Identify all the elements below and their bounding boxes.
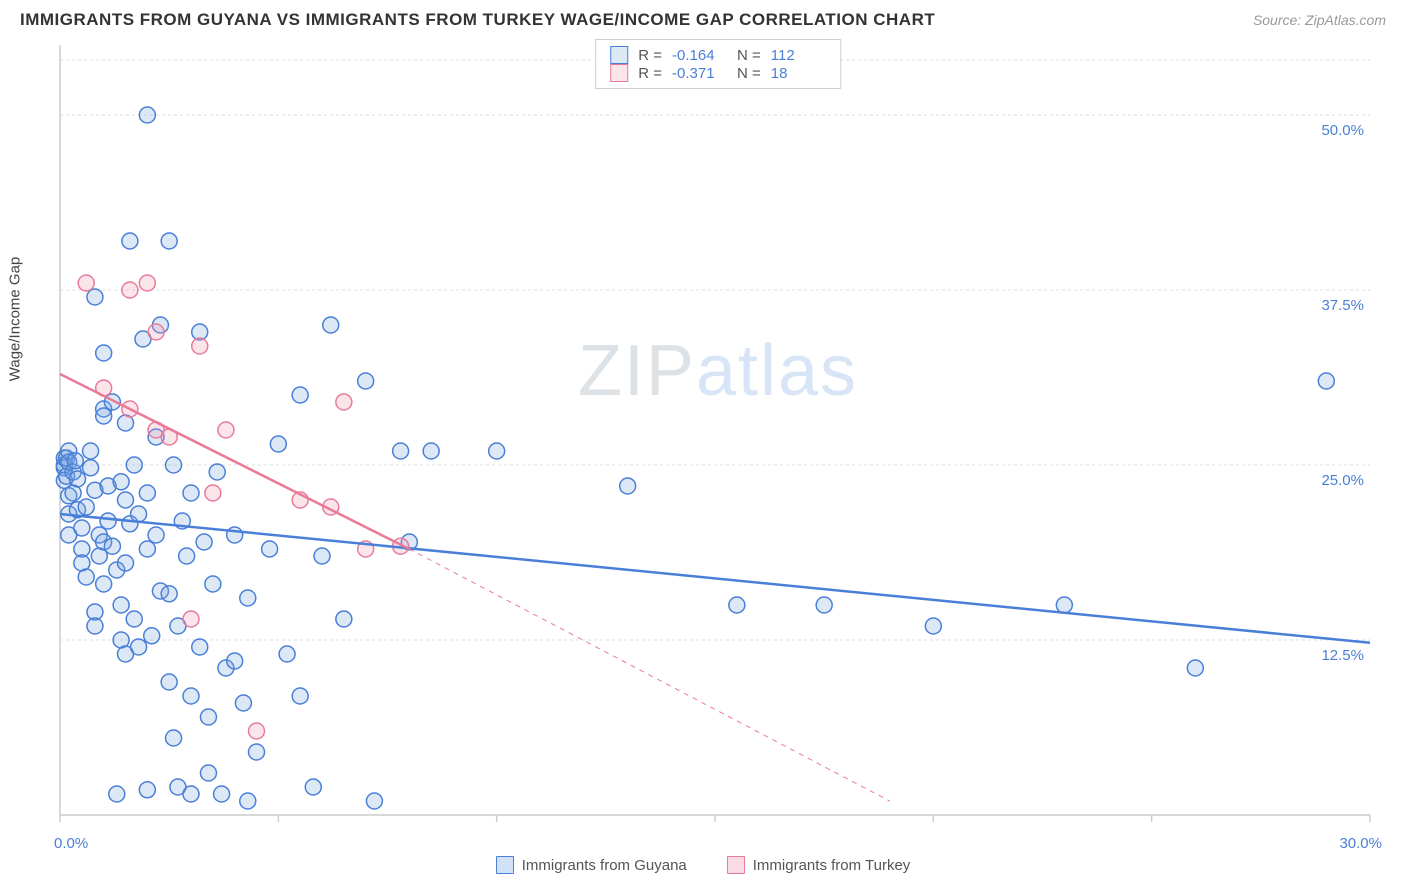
series-legend: Immigrants from Guyana Immigrants from Tu… — [0, 856, 1406, 874]
legend-swatch-icon — [727, 856, 745, 874]
legend-item: Immigrants from Guyana — [496, 856, 687, 874]
legend-item: Immigrants from Turkey — [727, 856, 911, 874]
svg-text:25.0%: 25.0% — [1321, 472, 1364, 489]
svg-text:50.0%: 50.0% — [1321, 122, 1364, 139]
source-label: Source: ZipAtlas.com — [1253, 12, 1386, 28]
x-max-label: 30.0% — [1339, 835, 1382, 852]
svg-text:37.5%: 37.5% — [1321, 297, 1364, 314]
svg-text:12.5%: 12.5% — [1321, 647, 1364, 664]
chart-header: IMMIGRANTS FROM GUYANA VS IMMIGRANTS FRO… — [0, 0, 1406, 35]
correlation-legend: R =-0.164N =112R =-0.371N =18 — [595, 39, 841, 89]
legend-label: Immigrants from Turkey — [753, 857, 911, 874]
legend-swatch-icon — [610, 46, 628, 64]
x-min-label: 0.0% — [54, 835, 88, 852]
x-axis-labels: 0.0% 30.0% — [50, 835, 1386, 852]
legend-label: Immigrants from Guyana — [522, 857, 687, 874]
scatter-plot-svg: 12.5% 25.0% 37.5% 50.0% — [50, 35, 1386, 825]
legend-swatch-icon — [610, 64, 628, 82]
y-axis-label: Wage/Income Gap — [7, 257, 24, 382]
chart-title: IMMIGRANTS FROM GUYANA VS IMMIGRANTS FRO… — [20, 10, 935, 30]
legend-row: R =-0.164N =112 — [610, 46, 826, 64]
legend-swatch-icon — [496, 856, 514, 874]
chart-area: Wage/Income Gap 12.5%25.0%37.5%50.0% ZIP… — [50, 35, 1386, 835]
legend-row: R =-0.371N =18 — [610, 64, 826, 82]
